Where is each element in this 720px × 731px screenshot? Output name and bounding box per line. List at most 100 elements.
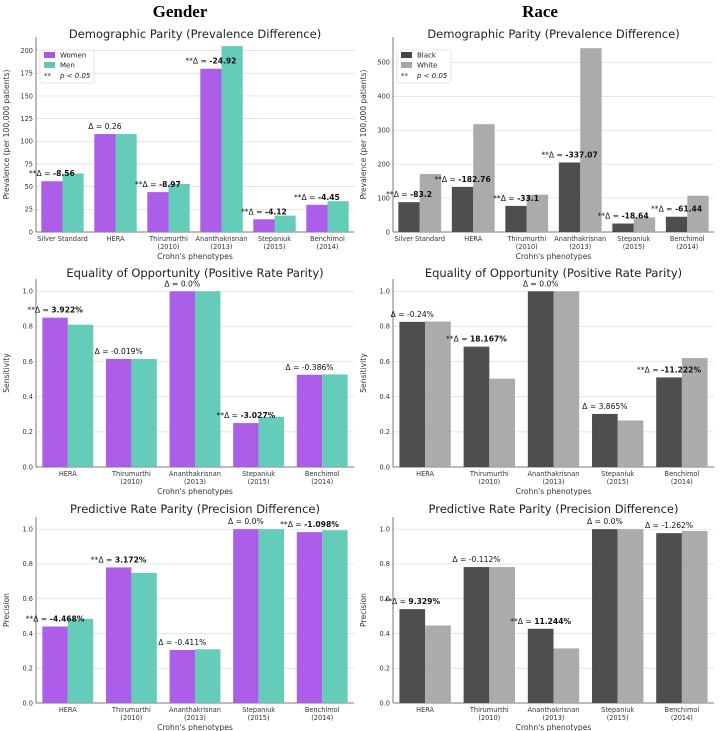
legend-swatch [401, 52, 412, 58]
x-tick-label: Benchimol [305, 470, 340, 478]
y-tick-label: 1.0 [23, 525, 34, 533]
x-tick-label: (2010) [120, 478, 142, 486]
x-tick-label: Thirumurthi [506, 235, 546, 243]
x-tick-label: Stepaniuk [242, 470, 275, 478]
y-tick-label: 100 [20, 138, 33, 146]
x-tick-label: Stepaniuk [258, 235, 291, 243]
y-tick-label: 1.0 [380, 288, 391, 296]
chart-title: Demographic Parity (Prevalence Differenc… [69, 27, 321, 41]
y-tick-label: 400 [377, 93, 390, 101]
bar-white [489, 567, 515, 703]
bar-black [527, 291, 554, 467]
x-tick-label: Silver Standard [394, 235, 445, 243]
chart-panel-5: Predictive Rate Parity (Precision Differ… [2, 502, 354, 731]
x-axis-label: Crohn's phenotypes [157, 487, 233, 496]
y-tick-label: 150 [20, 92, 33, 100]
x-tick-label: (2014) [311, 714, 333, 722]
y-tick-label: 0.6 [23, 595, 34, 603]
y-tick-label: 0.2 [23, 665, 34, 673]
y-tick-label: 100 [377, 194, 390, 202]
bar-black [527, 628, 554, 703]
delta-annotation: **Δ = -182.76 [434, 175, 490, 184]
bar-women [105, 358, 132, 467]
bar-women [233, 423, 259, 467]
x-tick-label: Benchimol [665, 470, 700, 478]
delta-annotation: **Δ = -61.44 [651, 205, 702, 214]
delta-annotation: **Δ = 3.922% [27, 306, 83, 315]
bar-white [489, 378, 515, 467]
y-tick-label: 0.4 [380, 630, 391, 638]
x-tick-label: (2014) [317, 243, 339, 251]
bar-black [612, 223, 634, 232]
delta-annotation: **Δ = -8.56 [29, 169, 75, 178]
y-tick-label: 0.8 [23, 323, 34, 331]
x-tick-label: Stepaniuk [617, 235, 650, 243]
y-tick-label: 0.0 [23, 463, 34, 471]
x-tick-label: Benchimol [305, 706, 340, 714]
bar-men [322, 374, 348, 467]
bar-black [463, 567, 490, 703]
delta-annotation: Δ = 0.0% [523, 279, 559, 288]
bar-white [687, 195, 709, 232]
bar-men [274, 215, 296, 232]
y-tick-label: 1.0 [380, 525, 391, 533]
x-tick-label: Stepaniuk [601, 706, 634, 714]
bar-women [105, 567, 132, 703]
x-tick-label: (2010) [478, 714, 500, 722]
bar-women [296, 374, 323, 467]
legend-box [39, 49, 95, 84]
y-tick-label: 25 [25, 206, 33, 214]
bar-men [67, 324, 94, 467]
y-tick-label: 0.4 [23, 630, 34, 638]
delta-annotation: Δ = 0.0% [164, 279, 200, 288]
bar-women [41, 181, 63, 232]
x-tick-label: (2014) [676, 243, 698, 251]
x-tick-label: Ananthakrisnan [196, 235, 248, 243]
legend-label: Black [417, 52, 437, 60]
bar-women [42, 626, 68, 703]
bar-white [553, 648, 580, 703]
x-tick-label: (2015) [248, 478, 270, 486]
charts: Demographic Parity (Prevalence Differenc… [2, 27, 714, 731]
bar-women [169, 291, 195, 467]
bar-men [221, 46, 243, 233]
chart-panel-3: Equality of Opportunity (Positive Rate P… [2, 266, 354, 496]
y-tick-label: 200 [377, 160, 390, 168]
bar-women [233, 529, 259, 703]
x-tick-label: Ananthakrisnan [528, 470, 580, 478]
x-tick-label: Thirumurthi [148, 235, 188, 243]
x-tick-label: HERA [59, 470, 77, 478]
delta-annotation: **Δ = 18.167% [446, 335, 507, 344]
bar-black [463, 346, 490, 467]
chart-title: Equality of Opportunity (Positive Rate P… [66, 266, 323, 280]
y-tick-label: 0.0 [380, 699, 391, 707]
x-tick-label: Thirumurthi [469, 470, 509, 478]
x-tick-label: (2013) [211, 243, 233, 251]
delta-annotation: **Δ = 9.329% [384, 597, 440, 606]
bar-black [592, 529, 618, 703]
delta-annotation: **Δ = -1.098% [280, 520, 339, 529]
y-tick-label: 175 [20, 70, 33, 78]
y-tick-label: 125 [20, 115, 33, 123]
delta-annotation: **Δ = -337.07 [541, 150, 597, 159]
y-axis-label: Prevalence (per 100,000 patients) [359, 70, 368, 200]
x-tick-label: Benchimol [310, 235, 345, 243]
delta-annotation: **Δ = -3.027% [216, 411, 275, 420]
x-tick-label: Ananthakrisnan [554, 235, 606, 243]
x-tick-label: (2014) [671, 478, 693, 486]
legend-sig-text: p < 0.05 [416, 72, 448, 80]
y-tick-label: 0.0 [23, 699, 34, 707]
delta-annotation: **Δ = -4.468% [26, 615, 85, 624]
x-axis-label: Crohn's phenotypes [516, 487, 592, 496]
bar-black [592, 413, 618, 467]
bar-white [617, 529, 644, 703]
y-axis-label: Precision [2, 593, 11, 627]
column-title-race: Race [522, 2, 558, 21]
x-tick-label: (2015) [607, 478, 629, 486]
y-tick-label: 500 [377, 59, 390, 67]
delta-annotation: **Δ = -4.12 [241, 207, 287, 216]
x-tick-label: Ananthakrisnan [169, 706, 221, 714]
x-tick-label: (2014) [671, 714, 693, 722]
chart-title: Predictive Rate Parity (Precision Differ… [70, 502, 320, 516]
bar-white [425, 321, 451, 467]
